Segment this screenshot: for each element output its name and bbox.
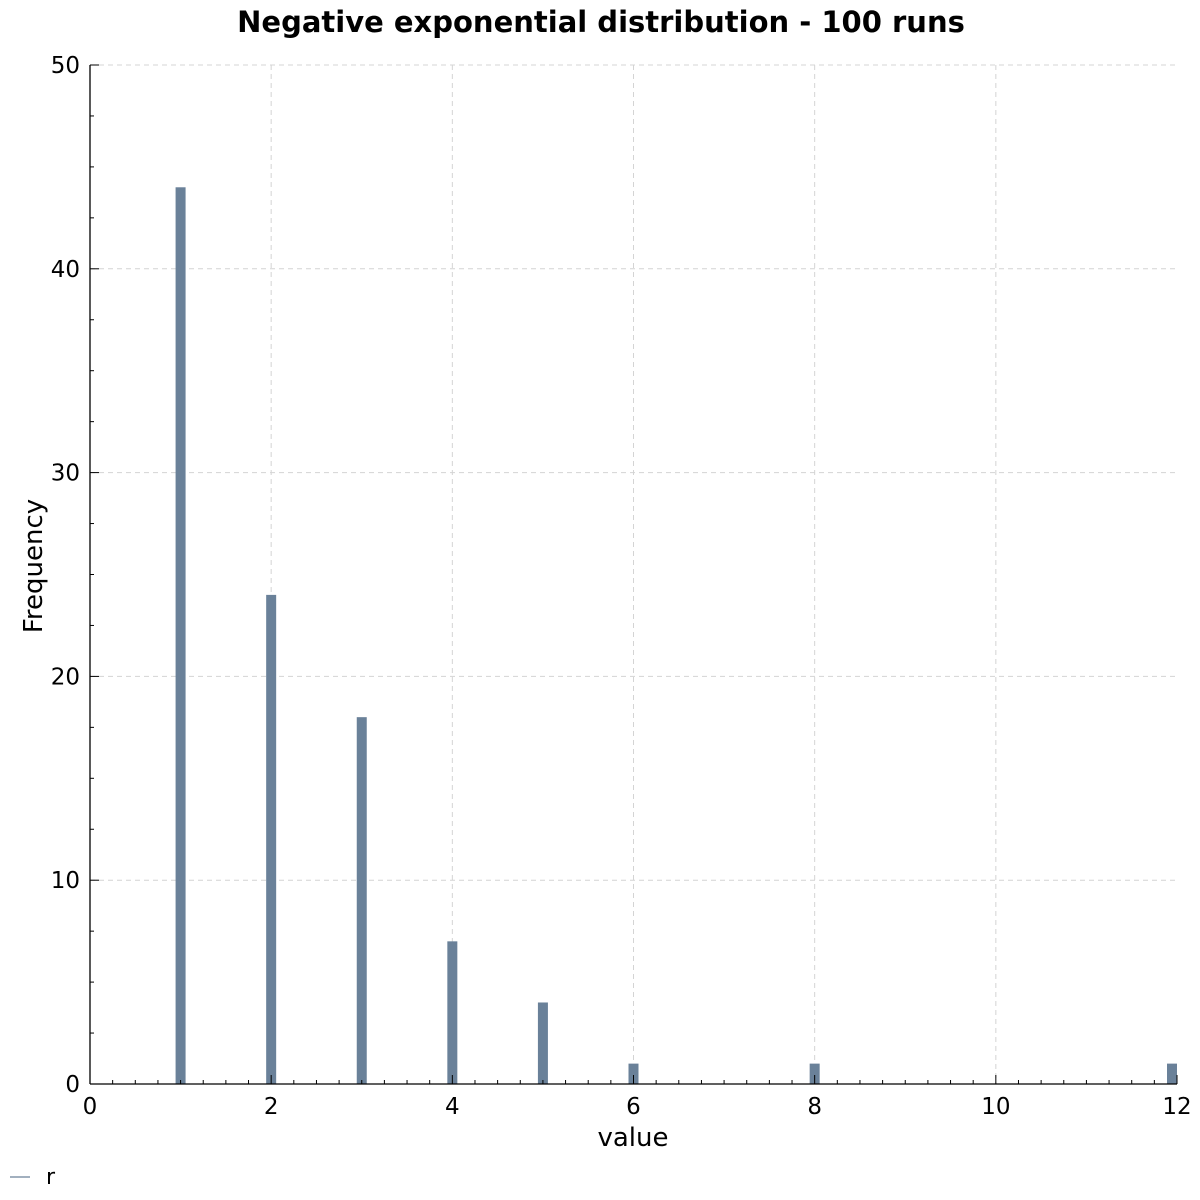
bar-value-6 [628, 1063, 639, 1084]
x-axis-label: value [597, 1123, 668, 1153]
y-tick-label: 40 [51, 257, 80, 283]
y-tick-label: 50 [51, 53, 80, 79]
bar-value-8 [809, 1063, 820, 1084]
x-tick-label: 12 [1162, 1094, 1191, 1120]
bar-value-4 [447, 941, 458, 1084]
bar-value-12 [1167, 1063, 1177, 1084]
x-tick-label: 4 [445, 1094, 460, 1120]
x-tick-label: 10 [981, 1094, 1010, 1120]
x-tick-label: 0 [83, 1094, 98, 1120]
bar-value-1 [175, 187, 186, 1084]
y-tick-label: 10 [51, 868, 80, 894]
ticks: 0 2 4 6 8 10 12 0 10 20 30 40 50 [51, 53, 1192, 1120]
bar-value-5 [537, 1002, 548, 1084]
y-tick-label: 20 [51, 664, 80, 690]
x-tick-label: 6 [626, 1094, 641, 1120]
legend-label: r [46, 1165, 56, 1190]
bar-value-2 [266, 594, 277, 1084]
x-tick-label: 2 [264, 1094, 279, 1120]
y-tick-label: 0 [65, 1072, 80, 1098]
chart-title: Negative exponential distribution - 100 … [237, 5, 965, 39]
bars [175, 187, 1177, 1084]
y-tick-label: 30 [51, 461, 80, 487]
legend: r [10, 1165, 56, 1190]
bar-value-3 [356, 717, 367, 1084]
grid [90, 64, 1177, 1084]
x-tick-label: 8 [807, 1094, 822, 1120]
y-axis-label: Frequency [19, 499, 49, 633]
